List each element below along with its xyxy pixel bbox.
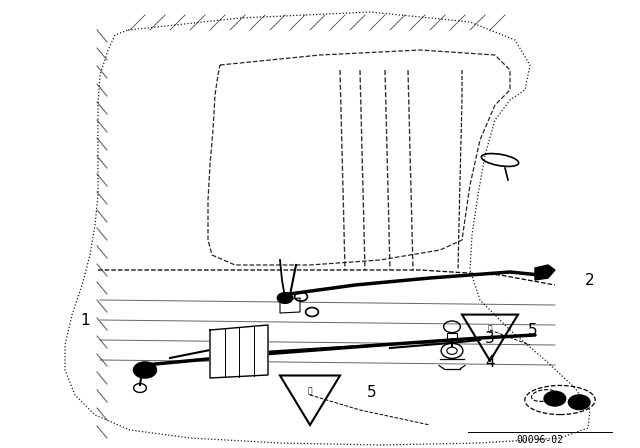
Polygon shape bbox=[535, 265, 555, 280]
Text: 3: 3 bbox=[485, 331, 495, 345]
Text: 2: 2 bbox=[585, 272, 595, 288]
Polygon shape bbox=[280, 298, 300, 313]
Circle shape bbox=[277, 293, 292, 303]
Text: 00096-02: 00096-02 bbox=[516, 435, 563, 445]
Text: 5: 5 bbox=[528, 323, 538, 337]
Circle shape bbox=[134, 362, 157, 378]
Text: 4: 4 bbox=[485, 354, 495, 370]
Text: 5: 5 bbox=[367, 384, 377, 400]
Polygon shape bbox=[210, 325, 268, 378]
Circle shape bbox=[568, 394, 591, 410]
Text: ⓘ: ⓘ bbox=[308, 386, 312, 395]
Text: 1: 1 bbox=[80, 313, 90, 327]
Text: ⓘ: ⓘ bbox=[488, 324, 492, 333]
Circle shape bbox=[543, 391, 566, 407]
